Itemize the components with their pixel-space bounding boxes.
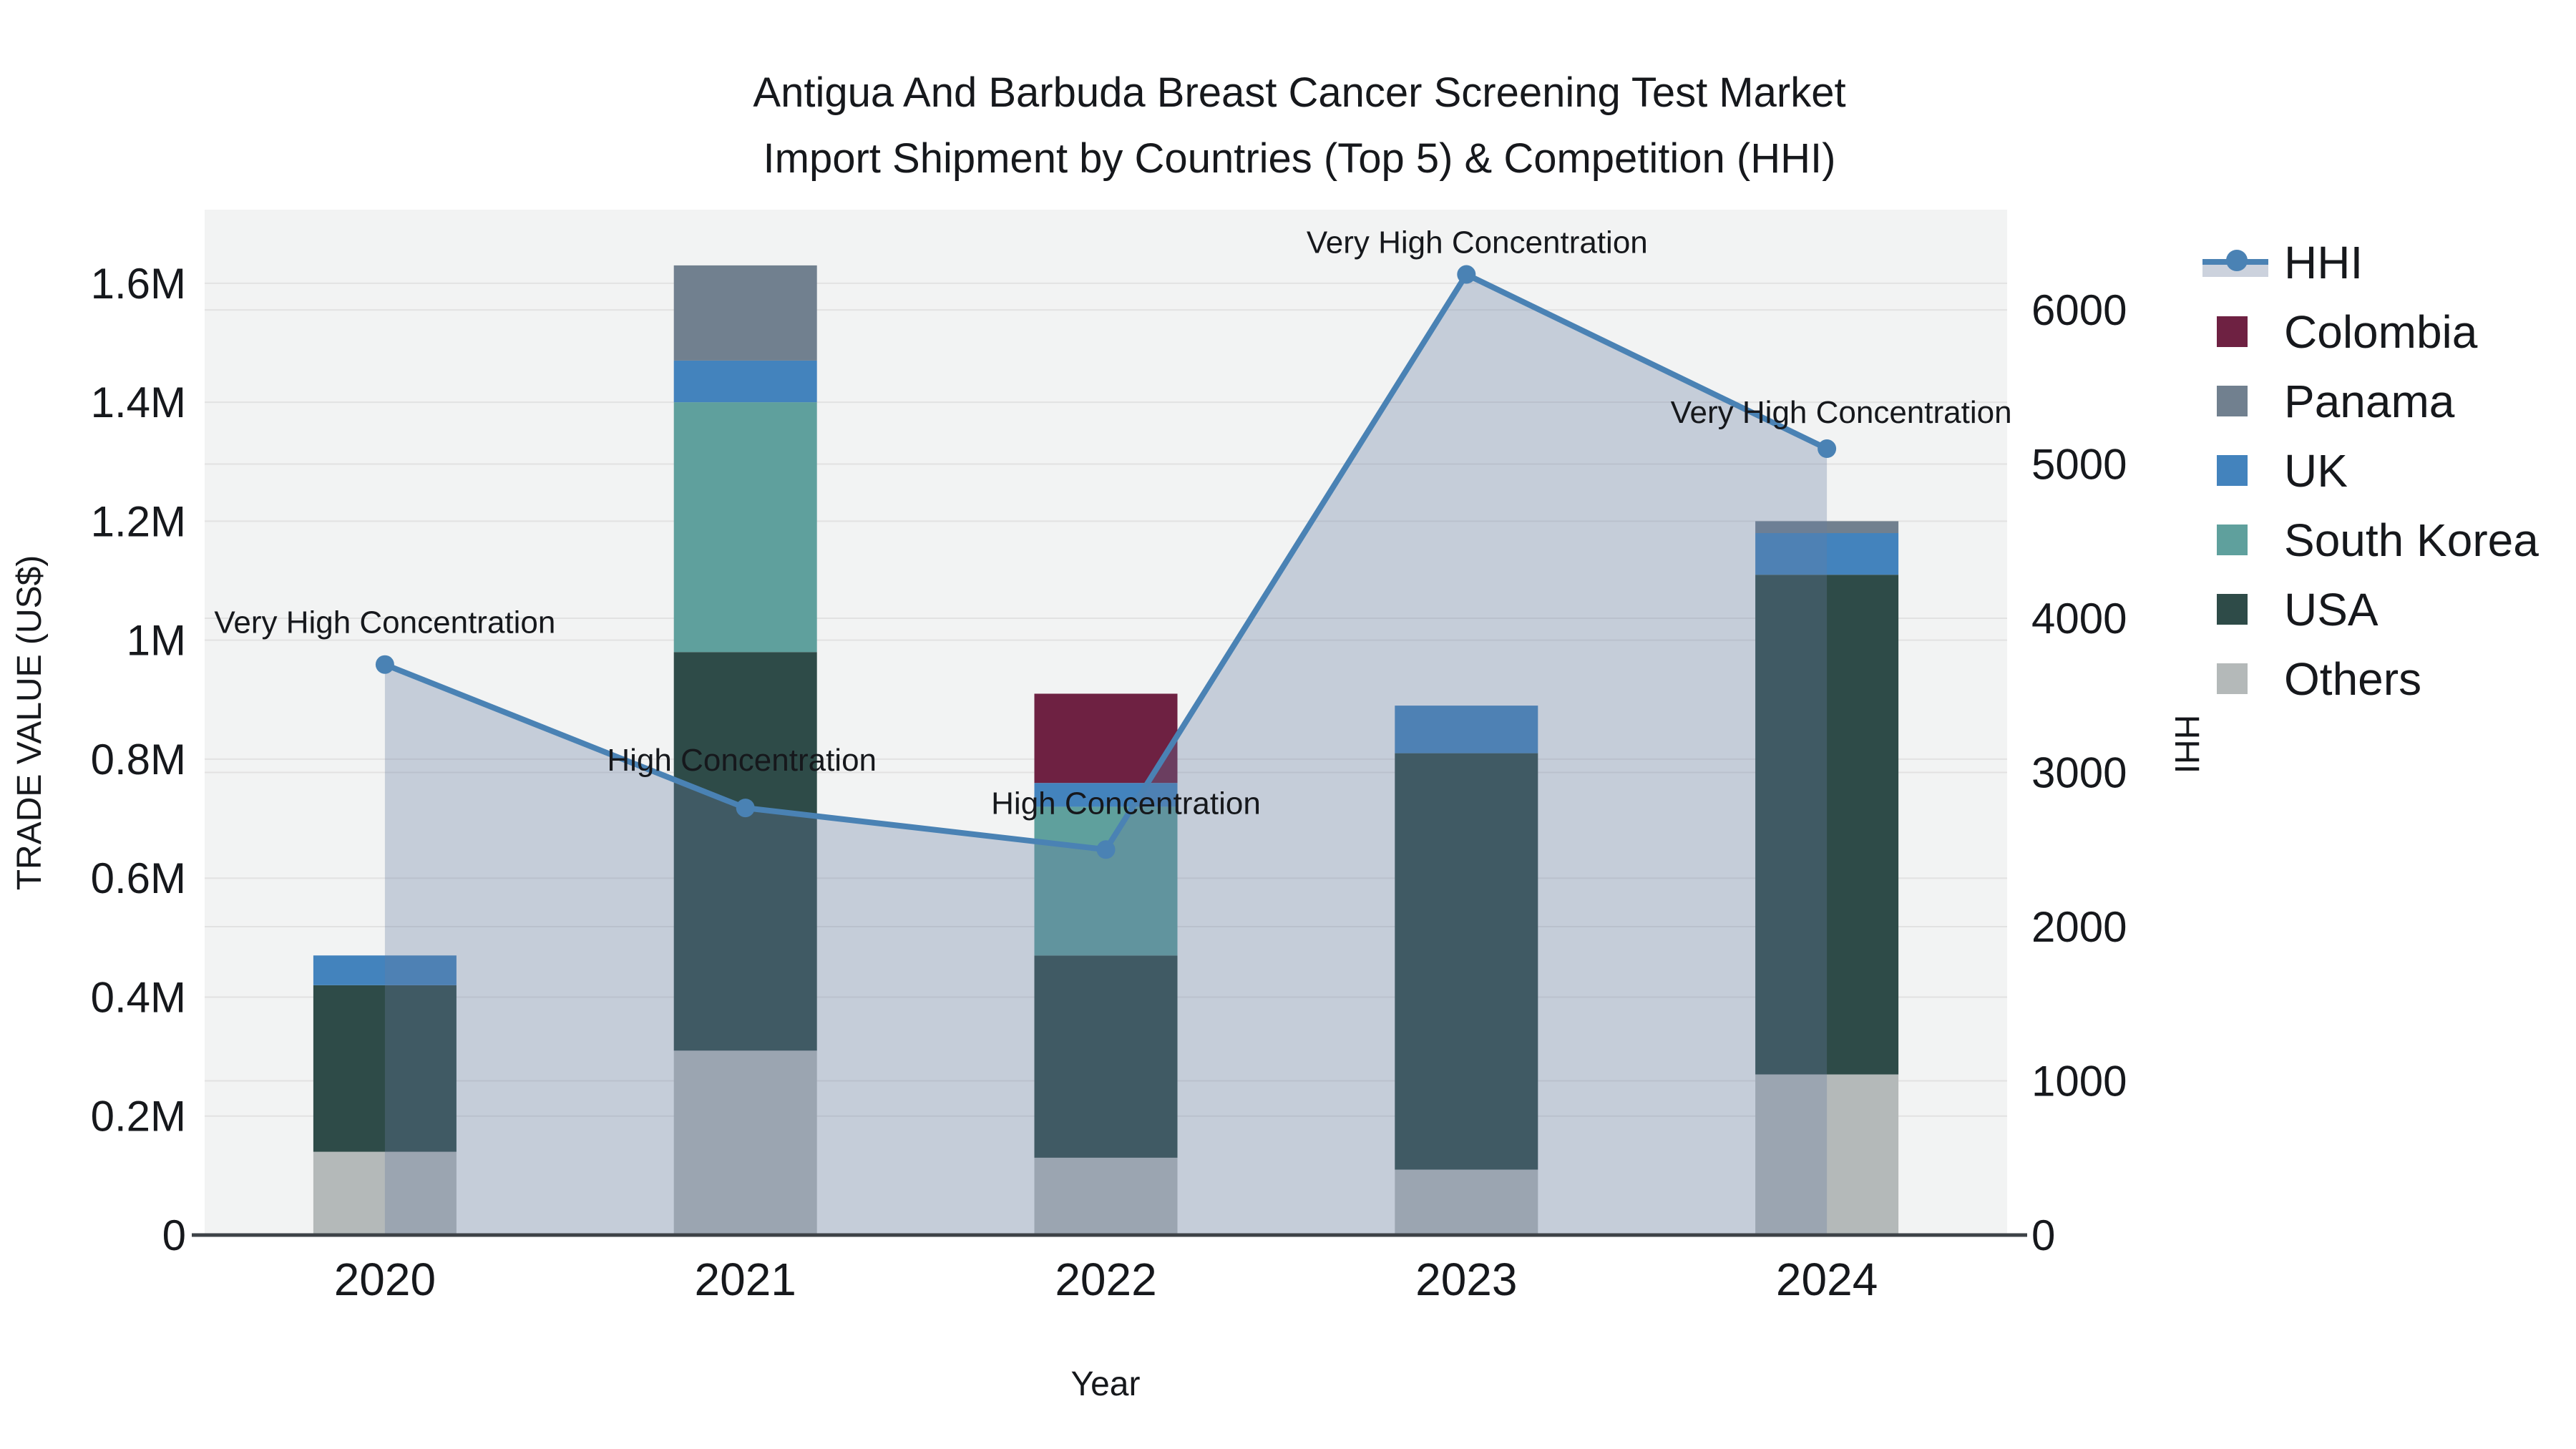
colombia-swatch-icon [2217,316,2248,347]
legend: HHI Colombia Panama UK South Korea USA O… [2202,228,2539,713]
bar-segment-2024-others[interactable] [1755,1074,1899,1235]
y-right-tick-label: 4000 [2031,595,2127,643]
legend-item-south-korea[interactable]: South Korea [2202,505,2539,575]
y-left-tick-label: 0.4M [91,973,186,1021]
x-tick-label-2020: 2020 [334,1254,436,1305]
legend-item-panama[interactable]: Panama [2202,366,2539,436]
bar-segment-2022-south-korea[interactable] [1034,806,1178,956]
bar-segment-2020-uk[interactable] [313,955,457,985]
bar-segment-2022-usa[interactable] [1034,955,1178,1158]
x-axis-title: Year [1071,1365,1141,1403]
hhi-point-2020[interactable] [375,655,394,674]
y-right-tick-label: 0 [2031,1211,2055,1259]
hhi-point-2022[interactable] [1096,840,1116,859]
hhi-line-icon [2202,228,2268,297]
chart-title-line2: Import Shipment by Countries (Top 5) & C… [763,135,1836,182]
legend-item-usa[interactable]: USA [2202,575,2539,644]
y-left-tick-label: 0.6M [91,854,186,902]
bar-segment-2022-others[interactable] [1034,1157,1178,1235]
y-right-tick-label: 2000 [2031,903,2127,951]
legend-item-uk[interactable]: UK [2202,436,2539,505]
legend-label: UK [2284,444,2348,497]
legend-item-colombia[interactable]: Colombia [2202,297,2539,366]
y-left-tick-label: 1.4M [91,379,186,426]
bar-segment-2021-south-korea[interactable] [673,402,817,653]
annotation-2022: High Concentration [991,786,1261,821]
bar-segment-2023-usa[interactable] [1395,753,1538,1170]
hhi-point-2024[interactable] [1818,439,1837,459]
annotation-2024: Very High Concentration [1671,395,2012,430]
legend-label: South Korea [2284,514,2539,566]
bar-segment-2023-uk[interactable] [1395,706,1538,753]
bar-segment-2021-uk[interactable] [673,360,817,403]
others-swatch-icon [2217,663,2248,694]
x-tick-label-2024: 2024 [1776,1254,1878,1305]
hhi-area-fill [384,274,1828,1235]
y-left-tick-label: 1M [127,617,186,665]
x-tick-label-2022: 2022 [1055,1254,1156,1305]
legend-label: HHI [2284,236,2363,288]
bar-segment-2020-others[interactable] [313,1151,457,1235]
annotation-2021: High Concentration [607,743,877,778]
south-korea-swatch-icon [2217,525,2248,555]
y-left-tick-label: 0.2M [91,1093,186,1141]
y-right-tick-label: 5000 [2031,441,2127,489]
legend-label: Colombia [2284,306,2478,358]
bar-segment-2024-uk[interactable] [1755,533,1899,575]
bar-segment-2020-usa[interactable] [313,985,457,1152]
hhi-point-2023[interactable] [1457,265,1476,284]
y-left-tick-label: 0.8M [91,736,186,784]
legend-item-hhi[interactable]: HHI [2202,228,2539,297]
x-tick-label-2023: 2023 [1415,1254,1517,1305]
y-left-tick-label: 1.2M [91,497,186,545]
uk-swatch-icon [2217,455,2248,486]
y-right-tick-label: 6000 [2031,286,2127,334]
bar-segment-2021-panama[interactable] [673,265,817,361]
legend-label: USA [2284,583,2379,635]
bar-segment-2021-usa[interactable] [673,652,817,1051]
panama-swatch-icon [2217,386,2248,416]
y-left-tick-label: 1.6M [91,260,186,308]
annotation-2020: Very High Concentration [214,605,555,640]
hhi-point-2021[interactable] [736,799,755,818]
legend-label: Panama [2284,375,2455,427]
bar-segment-2021-others[interactable] [673,1050,817,1235]
bar-segment-2024-panama[interactable] [1755,521,1899,534]
y-right-tick-label: 3000 [2031,749,2127,797]
usa-swatch-icon [2217,594,2248,625]
x-tick-label-2021: 2021 [695,1254,796,1305]
bar-segment-2022-uk[interactable] [1034,783,1178,807]
y-left-tick-label: 0 [162,1211,186,1259]
bar-segment-2023-others[interactable] [1395,1169,1538,1235]
chart-title-line1: Antigua And Barbuda Breast Cancer Screen… [753,69,1846,116]
legend-item-others[interactable]: Others [2202,644,2539,713]
annotation-2023: Very High Concentration [1307,225,1648,260]
y-left-axis-title: TRADE VALUE (US$) [11,555,49,891]
chart-title: Antigua And Barbuda Breast Cancer Screen… [665,60,1933,192]
y-right-tick-label: 1000 [2031,1058,2127,1106]
legend-label: Others [2284,653,2422,705]
y-right-axis-title: HHI [2167,715,2205,774]
bar-segment-2024-usa[interactable] [1755,575,1899,1075]
